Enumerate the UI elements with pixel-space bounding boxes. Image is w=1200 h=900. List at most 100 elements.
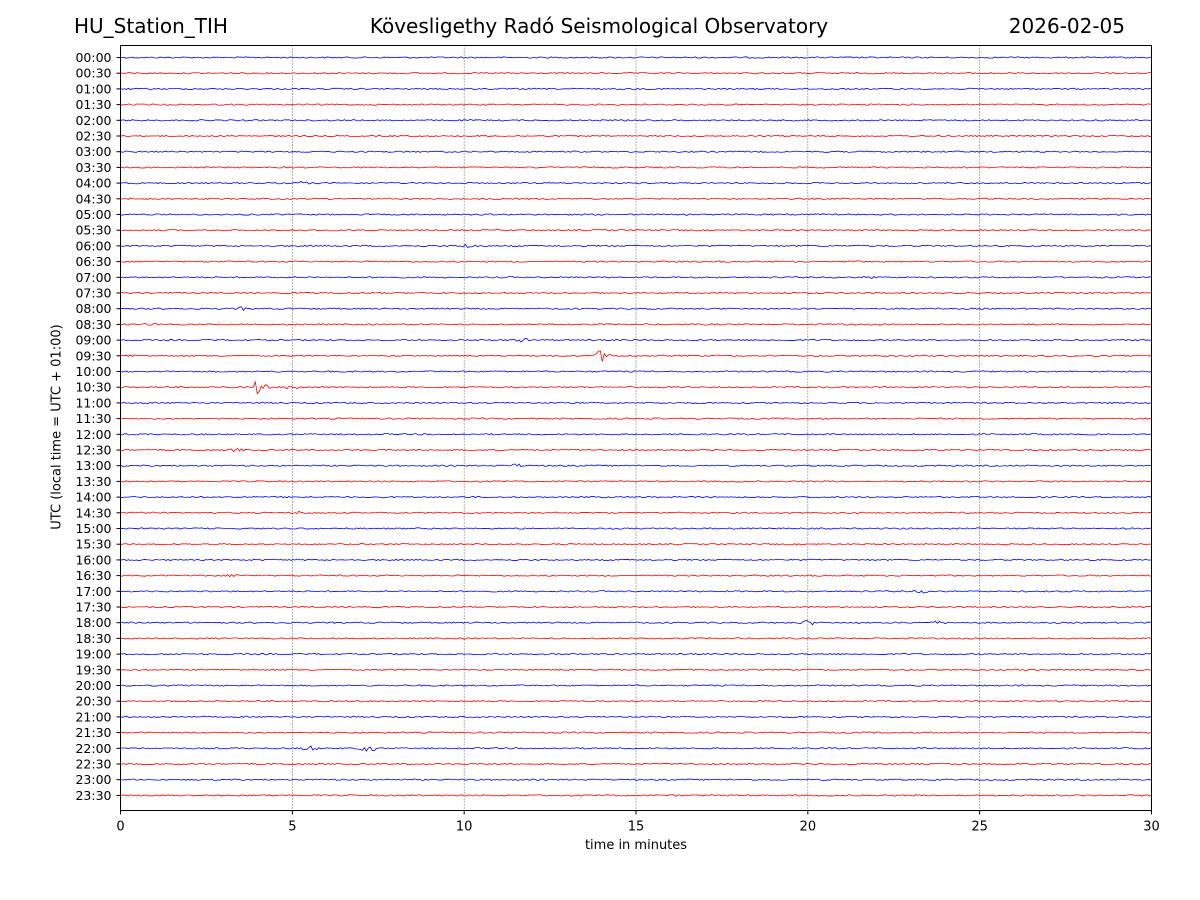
y-tick-label: 12:30	[75, 443, 111, 458]
x-tick-label: 15	[628, 820, 645, 835]
trace-1200	[120, 433, 1152, 436]
y-tick-label: 20:30	[75, 694, 111, 709]
y-tick-label: 00:30	[75, 66, 111, 81]
trace-1300	[120, 463, 1152, 468]
y-tick-label: 01:30	[75, 97, 111, 112]
y-tick-label: 23:00	[75, 772, 111, 787]
y-tick-label: 22:00	[75, 741, 111, 756]
y-tick-label: 07:00	[75, 270, 111, 285]
y-tick-label: 12:00	[75, 427, 111, 442]
trace-0730	[120, 291, 1152, 295]
trace-2000	[120, 684, 1152, 687]
trace-0400	[120, 180, 1152, 185]
y-tick-label: 08:00	[75, 301, 111, 316]
y-tick-label: 19:00	[75, 647, 111, 662]
y-tick-label: 05:30	[75, 223, 111, 238]
y-tick-label: 01:00	[75, 81, 111, 96]
trace-1000	[120, 370, 1152, 373]
trace-2200	[120, 745, 1152, 752]
x-tick-label: 10	[456, 820, 473, 835]
trace-0600	[120, 243, 1152, 248]
x-tick-label: 5	[288, 820, 296, 835]
trace-0330	[120, 166, 1152, 169]
y-tick-label: 15:30	[75, 537, 111, 552]
trace-0700	[120, 275, 1152, 279]
y-tick-label: 10:00	[75, 364, 111, 379]
trace-1700	[120, 590, 1152, 594]
x-tick-label: 0	[116, 820, 124, 835]
y-tick-label: 03:30	[75, 160, 111, 175]
y-tick-label: 17:30	[75, 600, 111, 615]
trace-1400	[120, 495, 1152, 499]
chart-date: 2026-02-05	[1008, 14, 1125, 38]
trace-1100	[120, 401, 1152, 405]
trace-2300	[120, 778, 1152, 781]
trace-1600	[120, 558, 1152, 562]
x-axis: 0 5 10 15 20 25 30	[116, 810, 1160, 835]
y-tick-label: 23:30	[75, 788, 111, 803]
y-tick-label: 05:00	[75, 207, 111, 222]
trace-0830	[120, 322, 1152, 326]
y-tick-label: 22:30	[75, 757, 111, 772]
y-tick-label: 15:00	[75, 521, 111, 536]
trace-1030	[120, 380, 1152, 395]
y-tick-label: 06:00	[75, 238, 111, 253]
y-tick-label: 07:30	[75, 286, 111, 301]
y-tick-label: 09:00	[75, 333, 111, 348]
trace-0300	[120, 150, 1152, 153]
y-tick-label: 20:00	[75, 678, 111, 693]
y-tick-label: 06:30	[75, 254, 111, 269]
y-tick-label: 03:00	[75, 144, 111, 159]
y-tick-label: 11:30	[75, 411, 111, 426]
y-tick-label: 18:30	[75, 631, 111, 646]
y-tick-label: 16:30	[75, 568, 111, 583]
trace-1900	[120, 652, 1152, 656]
trace-0000	[120, 56, 1152, 59]
y-tick-label: 04:00	[75, 176, 111, 191]
trace-0900	[120, 338, 1152, 343]
grid-lines	[292, 45, 980, 811]
y-tick-label: 00:00	[75, 50, 111, 65]
station-name: HU_Station_TIH	[74, 14, 228, 38]
trace-1530	[120, 543, 1152, 546]
y-tick-label: 02:00	[75, 113, 111, 128]
y-tick-label: 10:30	[75, 380, 111, 395]
trace-0230	[120, 134, 1152, 138]
trace-0130	[120, 103, 1152, 106]
x-axis-label: time in minutes	[584, 838, 688, 853]
trace-2330	[120, 794, 1152, 797]
x-tick-label: 30	[1143, 820, 1160, 835]
trace-0930	[120, 350, 1152, 362]
trace-1130	[120, 417, 1152, 420]
plot-frame	[120, 45, 1152, 811]
y-tick-label: 16:00	[75, 552, 111, 567]
trace-1730	[120, 605, 1152, 609]
y-axis-label: UTC (local time = UTC + 01:00)	[49, 324, 65, 530]
y-tick-label: 13:30	[75, 474, 111, 489]
trace-0200	[120, 119, 1152, 122]
trace-1630	[120, 573, 1152, 578]
y-tick-label: 17:00	[75, 584, 111, 599]
trace-1500	[120, 527, 1152, 530]
trace-2030	[120, 700, 1152, 703]
chart-title: Kövesligethy Radó Seismological Observat…	[369, 14, 829, 38]
trace-2100	[120, 715, 1152, 719]
x-tick-label: 20	[800, 820, 817, 835]
trace-0100	[120, 87, 1152, 91]
trace-2130	[120, 731, 1152, 734]
trace-0030	[120, 72, 1152, 75]
trace-2230	[120, 762, 1152, 766]
trace-1800	[120, 619, 1152, 626]
y-tick-label: 09:30	[75, 348, 111, 363]
x-tick-label: 25	[971, 820, 988, 835]
y-tick-label: 14:00	[75, 490, 111, 505]
y-tick-label: 11:00	[75, 395, 111, 410]
y-tick-label: 18:00	[75, 615, 111, 630]
y-tick-label: 08:30	[75, 317, 111, 332]
trace-0800	[120, 306, 1152, 312]
y-tick-label: 19:30	[75, 662, 111, 677]
trace-1930	[120, 668, 1152, 671]
trace-1830	[120, 637, 1152, 640]
trace-1230	[120, 447, 1152, 453]
